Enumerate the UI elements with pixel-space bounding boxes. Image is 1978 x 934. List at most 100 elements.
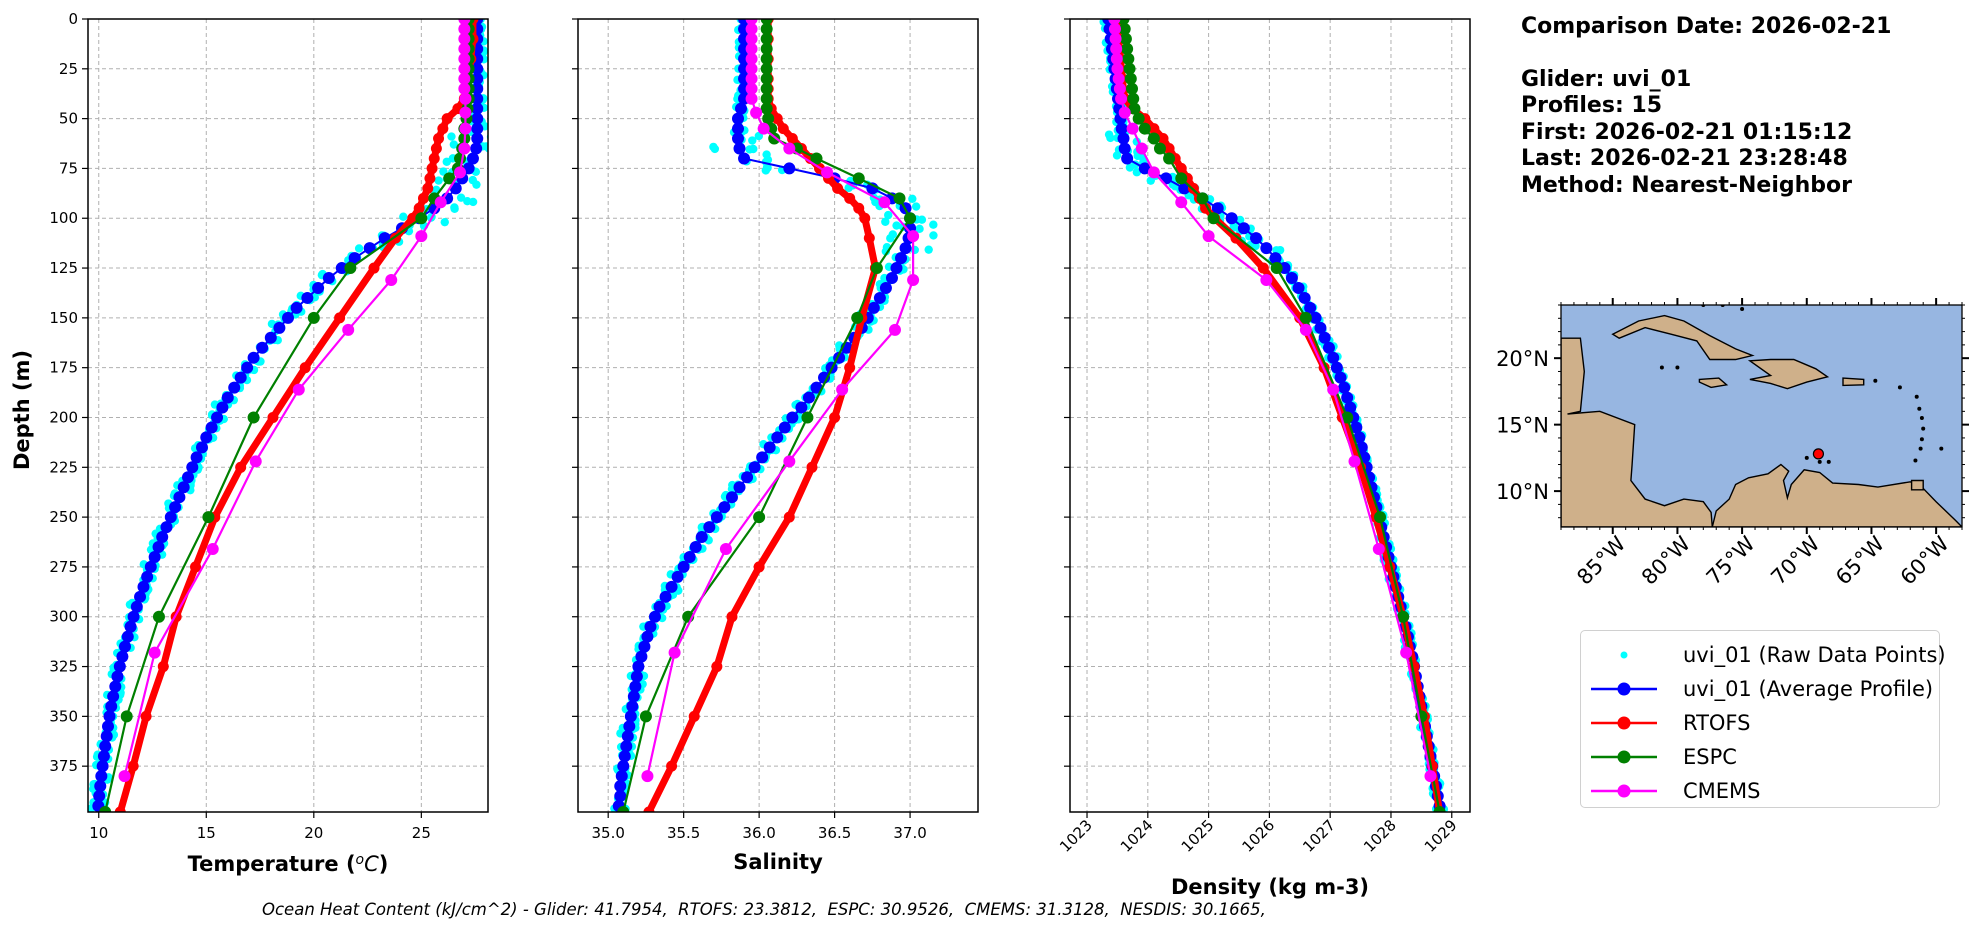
- glider-profile-point: [173, 491, 186, 504]
- espc-profile-point: [1132, 112, 1145, 125]
- espc-profile-point: [810, 152, 823, 165]
- glider-profile-point: [100, 730, 113, 743]
- legend-label: CMEMS: [1683, 779, 1761, 803]
- rtofs-profile-point: [1148, 123, 1160, 135]
- raw-data-point: [489, 152, 497, 160]
- cmems-profile-point: [206, 542, 219, 555]
- cmems-profile-point: [458, 142, 471, 155]
- glider-profile-point: [665, 580, 678, 593]
- raw-data-point: [481, 142, 488, 151]
- raw-data-point: [917, 215, 927, 224]
- raw-data-point: [908, 194, 917, 203]
- cmems-profile-point: [459, 106, 472, 119]
- y-tick-label: 25: [59, 60, 78, 78]
- landmass: [1842, 377, 1865, 387]
- rtofs-profile-point: [863, 232, 875, 244]
- rtofs-profile-point: [413, 202, 425, 214]
- glider-profile-point: [783, 162, 796, 175]
- landmass: [1711, 463, 1962, 527]
- glider-profile-point: [190, 451, 203, 464]
- rtofs-profile-point: [711, 661, 723, 673]
- glider-profile-point: [141, 570, 154, 583]
- glider-profile-point: [471, 102, 484, 115]
- island: [1913, 458, 1918, 463]
- island: [1826, 459, 1831, 464]
- glider-profile-point: [93, 790, 106, 803]
- rtofs-profile-point: [1175, 162, 1187, 174]
- x-tick-label: 1028: [1360, 816, 1400, 856]
- map-lat-label: 20°N: [1496, 347, 1549, 371]
- glider-profile-point: [148, 550, 161, 563]
- cmems-profile-point: [1147, 166, 1160, 179]
- glider-profile-point: [186, 461, 199, 474]
- glider-profile-point: [95, 770, 108, 783]
- espc-profile-point: [851, 311, 864, 324]
- cmems-profile-point: [342, 323, 355, 336]
- espc-profile-point: [801, 411, 814, 424]
- x-tick-label: 25: [412, 824, 431, 842]
- espc-profile-point: [1175, 172, 1188, 185]
- glider-profile-point: [144, 560, 157, 573]
- cmems-profile-point: [385, 274, 398, 287]
- raw-data-point: [450, 204, 459, 213]
- map-lon-label: 65°W: [1831, 531, 1889, 589]
- temperature-panel: 10 15 20 2502550751001251501752002252502753…: [10, 10, 497, 876]
- glider-profile-point: [1341, 391, 1354, 404]
- rtofs-profile-point: [643, 806, 655, 812]
- cmems-profile-point: [458, 22, 471, 35]
- espc-profile-point: [760, 52, 773, 65]
- rtofs-profile-point: [844, 192, 856, 204]
- map-lon-label: 60°W: [1896, 531, 1954, 589]
- glider-profile-point: [221, 391, 234, 404]
- espc-profile-point: [760, 62, 773, 75]
- espc-profile-point: [152, 610, 165, 623]
- glider-profile-point: [1350, 421, 1363, 434]
- cmems-profile-point: [878, 196, 891, 209]
- glider-profile-point: [205, 421, 218, 434]
- espc-profile-point: [1118, 22, 1131, 35]
- rtofs-profile-line: [116, 19, 477, 812]
- y-tick-label: 350: [49, 707, 78, 725]
- rtofs-profile-point: [1230, 232, 1242, 244]
- cmems-profile-point: [821, 166, 834, 179]
- rtofs-profile-point: [688, 710, 700, 722]
- cmems-profile-point: [719, 542, 732, 555]
- raw-data-point: [746, 19, 750, 20]
- salinity-panel: 35.0 35.5 36.0 36.5 37.0 Salinity: [572, 18, 979, 874]
- cmems-profile-point: [750, 106, 763, 119]
- glider-profile-point: [1118, 142, 1131, 155]
- cmems-profile-point: [148, 646, 161, 659]
- glider-profile-point: [164, 511, 177, 524]
- glider-profile-point: [615, 770, 628, 783]
- cmems-profile-point: [745, 52, 758, 65]
- raw-data-point: [449, 140, 459, 149]
- glider-profile-point: [121, 630, 134, 643]
- legend-item-glider: uvi_01 (Average Profile): [1581, 673, 1933, 705]
- cmems-profile-point: [745, 62, 758, 75]
- x-tick-label: 10: [89, 824, 108, 842]
- glider-profile-point: [1269, 252, 1282, 265]
- espc-profile-point: [1147, 132, 1160, 145]
- glider-profile-point: [873, 291, 886, 304]
- glider-profile-point: [879, 281, 892, 294]
- glider-profile-point: [1121, 152, 1134, 165]
- rtofs-profile-point: [777, 123, 789, 135]
- map-lat-label: 15°N: [1496, 414, 1549, 438]
- first-profile-time: First: 2026-02-21 01:15:12: [1521, 119, 1853, 145]
- espc-profile-line: [104, 19, 470, 812]
- glider-profile-point: [137, 580, 150, 593]
- raw-data-point: [881, 217, 890, 226]
- glider-profile-point: [810, 381, 823, 394]
- espc-profile-point: [904, 212, 917, 225]
- espc-profile-point: [760, 42, 773, 55]
- espc-profile-point: [762, 112, 775, 125]
- espc-profile-point: [1299, 311, 1312, 324]
- raw-data-point: [439, 167, 448, 176]
- cmems-profile-point: [1135, 142, 1148, 155]
- x-tick-label: 36.5: [818, 824, 851, 842]
- rtofs-profile-point: [127, 760, 139, 772]
- espc-profile-point: [852, 172, 865, 185]
- cmems-profile-point: [757, 122, 770, 135]
- cmems-profile-point: [1299, 323, 1312, 336]
- raw-data-point: [456, 193, 466, 202]
